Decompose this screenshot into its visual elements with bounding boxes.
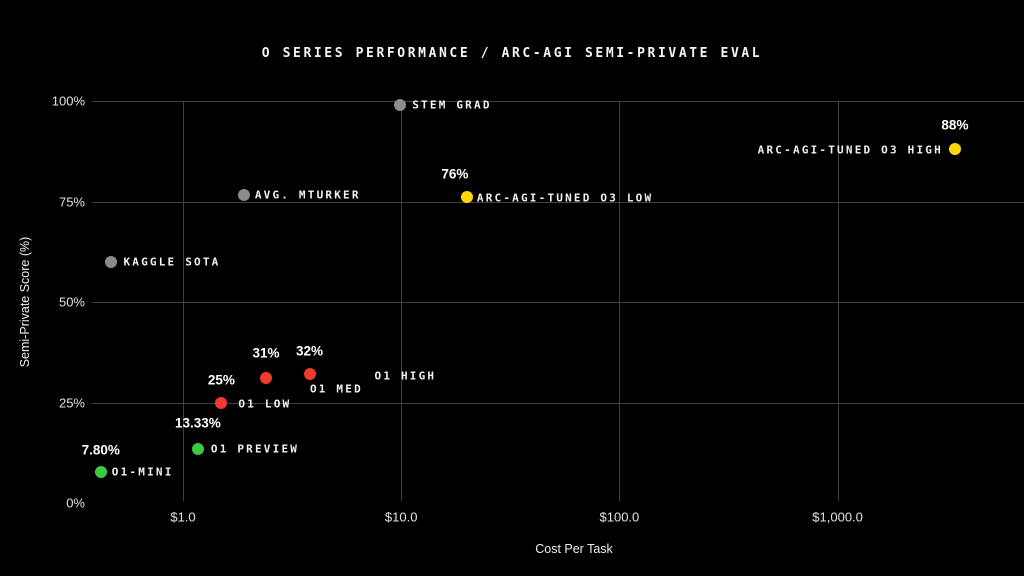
data-point-name-label-o1-low: O1 LOW bbox=[238, 397, 292, 410]
data-point-value-label-o1-high: 32% bbox=[295, 343, 324, 359]
gridline-v-1 bbox=[183, 101, 184, 501]
data-point-name-label-kaggle-sota: KAGGLE SOTA bbox=[123, 255, 221, 269]
y-axis-title: Semi-Private Score (%) bbox=[18, 236, 32, 368]
data-point-name-label-arc-agi-tuned-o3-low: ARC-AGI-TUNED O3 LOW bbox=[476, 191, 654, 205]
x-tick-label-1: $1.0 bbox=[170, 509, 196, 525]
data-point-name-label-avg-mturker: AVG. MTURKER bbox=[254, 188, 361, 202]
gridline-h-25 bbox=[92, 402, 1024, 404]
data-point-name-label-arc-agi-tuned-o3-high: ARC-AGI-TUNED O3 HIGH bbox=[757, 143, 943, 157]
data-point-value-label-o1-low: 25% bbox=[207, 372, 235, 387]
data-point-dot-o1-preview bbox=[191, 443, 204, 456]
x-tick-label-1000: $1,000.0 bbox=[812, 509, 863, 525]
data-point-dot-o1-mini bbox=[94, 465, 107, 478]
data-point-value-label-arc-agi-tuned-o3-low: 76% bbox=[441, 166, 469, 182]
gridline-v-1000 bbox=[837, 101, 839, 501]
data-point-value-label-o1-mini: 7.80% bbox=[81, 442, 120, 458]
data-point-dot-o1-low bbox=[215, 396, 228, 409]
data-point-dot-arc-agi-tuned-o3-high bbox=[948, 143, 961, 156]
x-tick-label-100: $100.0 bbox=[599, 509, 640, 525]
gridline-h-50 bbox=[92, 302, 1024, 303]
data-point-name-label-o1-med: O1 MED bbox=[309, 382, 363, 396]
x-axis-title: Cost Per Task bbox=[535, 542, 613, 556]
x-tick-label-10: $10.0 bbox=[384, 509, 418, 525]
data-point-dot-o1-med bbox=[259, 372, 272, 385]
gridline-v-100 bbox=[619, 101, 621, 501]
gridline-h-75 bbox=[92, 201, 1024, 203]
data-point-value-label-o1-med: 31% bbox=[252, 345, 280, 361]
y-tick-label-50: 50% bbox=[58, 294, 85, 310]
y-tick-label-25: 25% bbox=[58, 395, 85, 410]
data-point-dot-kaggle-sota bbox=[105, 255, 118, 268]
data-point-dot-o1-high bbox=[303, 368, 316, 381]
gridline-h-100 bbox=[92, 101, 1024, 102]
gridline-v-10 bbox=[401, 101, 403, 501]
data-point-name-label-stem-grad: STEM GRAD bbox=[412, 98, 492, 112]
y-tick-label-0: 0% bbox=[66, 495, 85, 511]
data-point-name-label-o1-preview: O1 PREVIEW bbox=[210, 442, 300, 456]
y-tick-label-100: 100% bbox=[51, 93, 85, 109]
data-point-name-label-o1-high: O1 HIGH bbox=[374, 369, 437, 383]
y-tick-label-75: 75% bbox=[58, 194, 85, 209]
data-point-dot-arc-agi-tuned-o3-low bbox=[460, 191, 473, 204]
data-point-name-label-o1-mini: O1-MINI bbox=[111, 465, 174, 479]
data-point-value-label-o1-preview: 13.33% bbox=[174, 415, 221, 431]
data-point-value-label-arc-agi-tuned-o3-high: 88% bbox=[941, 117, 969, 133]
data-point-dot-avg-mturker bbox=[237, 189, 250, 202]
chart-title: O SERIES PERFORMANCE / ARC-AGI SEMI-PRIV… bbox=[261, 46, 763, 61]
data-point-dot-stem-grad bbox=[394, 99, 407, 112]
